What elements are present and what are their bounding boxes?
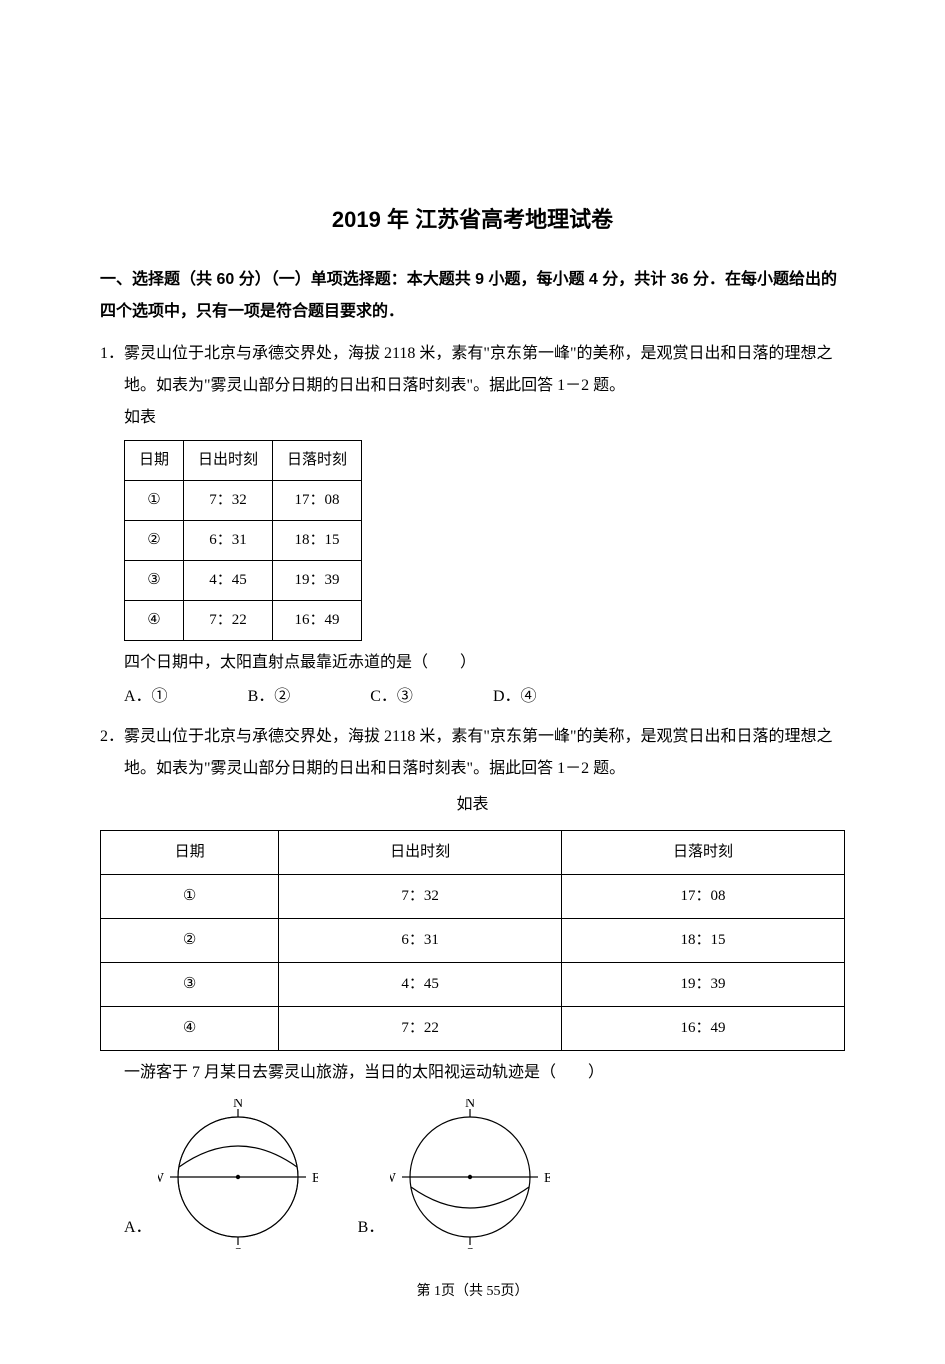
option-c: C．③ xyxy=(370,683,413,712)
cell: ④ xyxy=(125,600,184,640)
cell: 17：08 xyxy=(273,480,362,520)
cell: 19：39 xyxy=(562,963,845,1007)
option-d: D．④ xyxy=(493,683,537,712)
cell: 7：22 xyxy=(279,1007,562,1051)
q2-table: 日期 日出时刻 日落时刻 ① 7：32 17：08 ② 6：31 18：15 ③… xyxy=(100,830,845,1051)
option-b-label: B． xyxy=(358,1214,385,1249)
cell: ① xyxy=(125,480,184,520)
diagram-a: A． N S E W xyxy=(124,1099,318,1249)
option-a-label: A． xyxy=(124,1214,152,1249)
page-footer: 第 1页（共 55页） xyxy=(100,1279,845,1304)
compass-e: E xyxy=(544,1171,550,1186)
compass-w: W xyxy=(158,1171,165,1186)
cell: 17：08 xyxy=(562,875,845,919)
cell: ④ xyxy=(101,1007,279,1051)
cell: 6：31 xyxy=(184,520,273,560)
compass-s: S xyxy=(234,1246,242,1249)
cell: 16：49 xyxy=(562,1007,845,1051)
q1-subq: 四个日期中，太阳直射点最靠近赤道的是（ ） xyxy=(100,647,845,679)
compass-w: W xyxy=(390,1171,397,1186)
cell: 7：32 xyxy=(279,875,562,919)
cell: 16：49 xyxy=(273,600,362,640)
q1-table: 日期 日出时刻 日落时刻 ① 7：32 17：08 ② 6：31 18：15 ③… xyxy=(124,440,362,641)
compass-n: N xyxy=(233,1099,243,1111)
cell: ② xyxy=(101,919,279,963)
table-row: ④ 7：22 16：49 xyxy=(125,600,362,640)
cell: 18：15 xyxy=(562,919,845,963)
cell: 4：45 xyxy=(184,560,273,600)
q1-table-label: 如表 xyxy=(100,402,845,434)
th-sunrise: 日出时刻 xyxy=(184,440,273,480)
th-sunset: 日落时刻 xyxy=(562,831,845,875)
sun-path-diagram-a-icon: N S E W xyxy=(158,1099,318,1249)
th-date: 日期 xyxy=(125,440,184,480)
cell: ③ xyxy=(101,963,279,1007)
q2-subq: 一游客于 7 月某日去雾灵山旅游，当日的太阳视运动轨迹是（ ） xyxy=(100,1057,845,1089)
question-1: 1．雾灵山位于北京与承德交界处，海拔 2118 米，素有"京东第一峰"的美称，是… xyxy=(100,338,845,712)
cell: ① xyxy=(101,875,279,919)
cell: 19：39 xyxy=(273,560,362,600)
cell: 7：22 xyxy=(184,600,273,640)
compass-e: E xyxy=(312,1171,318,1186)
table-row: ④ 7：22 16：49 xyxy=(101,1007,845,1051)
question-2: 2．雾灵山位于北京与承德交界处，海拔 2118 米，素有"京东第一峰"的美称，是… xyxy=(100,721,845,1249)
table-row: 日期 日出时刻 日落时刻 xyxy=(101,831,845,875)
compass-n: N xyxy=(465,1099,475,1111)
section-header: 一、选择题（共 60 分）（一）单项选择题：本大题共 9 小题，每小题 4 分，… xyxy=(100,264,845,328)
table-row: ② 6：31 18：15 xyxy=(125,520,362,560)
q1-text: 1．雾灵山位于北京与承德交界处，海拔 2118 米，素有"京东第一峰"的美称，是… xyxy=(100,338,845,402)
cell: 18：15 xyxy=(273,520,362,560)
table-row: 日期 日出时刻 日落时刻 xyxy=(125,440,362,480)
cell: ③ xyxy=(125,560,184,600)
compass-s: S xyxy=(466,1246,474,1249)
diagram-b: B． N S E W xyxy=(358,1099,551,1249)
q2-table-label: 如表 xyxy=(100,791,845,820)
cell: 6：31 xyxy=(279,919,562,963)
table-row: ③ 4：45 19：39 xyxy=(125,560,362,600)
option-a: A．① xyxy=(124,683,168,712)
sun-path-diagram-b-icon: N S E W xyxy=(390,1099,550,1249)
option-b: B．② xyxy=(248,683,291,712)
th-sunrise: 日出时刻 xyxy=(279,831,562,875)
q2-text: 2．雾灵山位于北京与承德交界处，海拔 2118 米，素有"京东第一峰"的美称，是… xyxy=(100,721,845,785)
table-row: ② 6：31 18：15 xyxy=(101,919,845,963)
table-row: ③ 4：45 19：39 xyxy=(101,963,845,1007)
cell: 7：32 xyxy=(184,480,273,520)
exam-title: 2019 年 江苏省高考地理试卷 xyxy=(100,200,845,240)
q1-options: A．① B．② C．③ D．④ xyxy=(100,683,845,712)
table-row: ① 7：32 17：08 xyxy=(125,480,362,520)
th-sunset: 日落时刻 xyxy=(273,440,362,480)
th-date: 日期 xyxy=(101,831,279,875)
q2-diagrams: A． N S E W B． xyxy=(100,1099,845,1249)
cell: 4：45 xyxy=(279,963,562,1007)
cell: ② xyxy=(125,520,184,560)
table-row: ① 7：32 17：08 xyxy=(101,875,845,919)
